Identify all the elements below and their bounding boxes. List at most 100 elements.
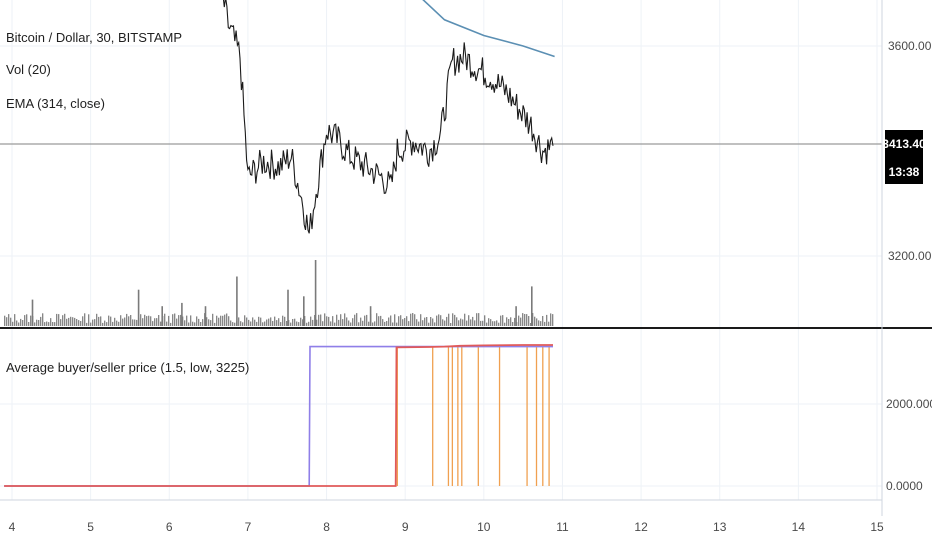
volume-bar bbox=[500, 315, 502, 326]
volume-bar bbox=[22, 320, 24, 326]
volume-bar bbox=[452, 313, 454, 326]
volume-bar bbox=[150, 316, 152, 326]
volume-bar bbox=[248, 319, 250, 326]
volume-bar bbox=[376, 313, 378, 326]
volume-bar bbox=[308, 321, 310, 326]
volume-bar bbox=[168, 315, 170, 326]
volume-bar bbox=[424, 317, 426, 326]
volume-bar bbox=[262, 322, 264, 326]
volume-bar bbox=[538, 320, 540, 326]
time-tick-label: 15 bbox=[870, 520, 884, 534]
volume-bar bbox=[36, 319, 38, 326]
time-tick-label: 9 bbox=[402, 520, 409, 534]
symbol-legend[interactable]: Bitcoin / Dollar, 30, BITSTAMP bbox=[6, 30, 182, 45]
volume-bar bbox=[136, 319, 138, 326]
volume-bar bbox=[232, 322, 234, 326]
volume-bar bbox=[338, 319, 340, 326]
volume-bar bbox=[462, 319, 464, 326]
volume-spike bbox=[515, 306, 517, 326]
volume-bar bbox=[70, 316, 72, 326]
volume-bar bbox=[492, 321, 494, 326]
volume-bar bbox=[390, 315, 392, 326]
volume-bar bbox=[270, 317, 272, 326]
volume-bar bbox=[210, 320, 212, 326]
volume-bar bbox=[552, 314, 554, 326]
volume-bar bbox=[470, 319, 472, 326]
volume-bar bbox=[186, 315, 188, 326]
volume-bar bbox=[482, 320, 484, 326]
volume-bar bbox=[302, 319, 304, 326]
volume-bar bbox=[222, 315, 224, 326]
indicator-axis[interactable]: 2000.0000 0.0000 bbox=[886, 397, 932, 493]
volume-bar bbox=[436, 315, 438, 326]
volume-bar bbox=[256, 321, 258, 326]
volume-bar bbox=[62, 315, 64, 326]
volume-bar bbox=[116, 320, 118, 326]
volume-bar bbox=[208, 319, 210, 326]
volume-bar bbox=[54, 322, 56, 326]
volume-bar bbox=[266, 319, 268, 326]
volume-bar bbox=[238, 317, 240, 326]
volume-bar bbox=[418, 321, 420, 326]
volume-bar bbox=[432, 318, 434, 326]
volume-bar bbox=[158, 315, 160, 326]
volume-bar bbox=[496, 320, 498, 326]
volume-bar bbox=[290, 322, 292, 326]
ema-legend[interactable]: EMA (314, close) bbox=[6, 96, 105, 111]
volume-bar bbox=[454, 314, 456, 326]
volume-bar bbox=[14, 314, 16, 326]
volume-bar bbox=[474, 320, 476, 326]
volume-legend[interactable]: Vol (20) bbox=[6, 62, 51, 77]
volume-bar bbox=[174, 313, 176, 326]
indicator-legend[interactable]: Average buyer/seller price (1.5, low, 32… bbox=[6, 360, 249, 375]
volume-bar bbox=[276, 320, 278, 326]
volume-bar bbox=[438, 314, 440, 326]
volume-bar bbox=[16, 320, 18, 326]
time-tick-label: 8 bbox=[323, 520, 330, 534]
volume-bar bbox=[498, 322, 500, 326]
volume-bar bbox=[404, 318, 406, 326]
price-axis[interactable]: 3600.00 3200.00 bbox=[888, 39, 932, 263]
volume-bar bbox=[428, 322, 430, 326]
volume-bar bbox=[326, 316, 328, 326]
indicator-spikes bbox=[396, 346, 550, 486]
volume-bar bbox=[544, 321, 546, 326]
volume-bar bbox=[306, 322, 308, 326]
volume-bar bbox=[522, 313, 524, 326]
volume-bar bbox=[28, 322, 30, 326]
volume-bar bbox=[132, 319, 134, 326]
volume-bar bbox=[206, 317, 208, 326]
volume-bar bbox=[300, 317, 302, 326]
volume-bar bbox=[160, 321, 162, 326]
volume-bar bbox=[550, 313, 552, 326]
volume-bar bbox=[82, 316, 84, 326]
volume-bar bbox=[80, 321, 82, 326]
volume-bar bbox=[510, 317, 512, 326]
volume-bar bbox=[214, 322, 216, 326]
volume-bar bbox=[540, 321, 542, 326]
volume-bar bbox=[368, 321, 370, 326]
volume-bar bbox=[378, 316, 380, 326]
volume-bar bbox=[230, 320, 232, 326]
time-axis[interactable]: 4 5 6 7 8 9 10 11 12 13 14 15 bbox=[9, 520, 884, 534]
volume-bar bbox=[176, 318, 178, 326]
volume-bar bbox=[144, 314, 146, 326]
volume-bar bbox=[44, 322, 46, 326]
volume-bar bbox=[296, 321, 298, 326]
volume-bar bbox=[322, 321, 324, 326]
volume-bar bbox=[278, 318, 280, 326]
volume-bar bbox=[38, 320, 40, 326]
volume-bar bbox=[528, 316, 530, 326]
volume-spike bbox=[236, 276, 238, 326]
volume-bar bbox=[252, 317, 254, 326]
volume-bar bbox=[396, 322, 398, 326]
volume-bar bbox=[292, 319, 294, 326]
volume-bar bbox=[536, 318, 538, 326]
volume-bar bbox=[334, 322, 336, 326]
volume-bar bbox=[352, 318, 354, 326]
volume-bar bbox=[198, 318, 200, 326]
volume-bar bbox=[340, 314, 342, 326]
seller-line bbox=[4, 344, 553, 487]
volume-bar bbox=[8, 314, 10, 326]
